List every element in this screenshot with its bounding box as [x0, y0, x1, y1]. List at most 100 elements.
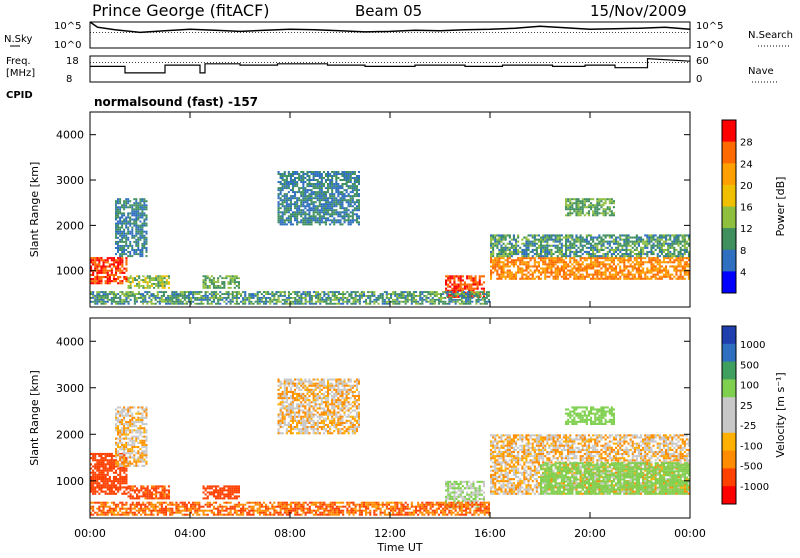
data-cell	[163, 291, 165, 293]
data-cell	[665, 255, 667, 257]
data-cell	[146, 448, 148, 450]
data-cell	[536, 249, 538, 251]
data-cell	[135, 206, 137, 208]
freq-tick-top: 18	[66, 56, 79, 67]
data-cell	[513, 239, 515, 241]
data-cell	[286, 175, 288, 177]
data-cell	[98, 472, 100, 474]
data-cell	[333, 213, 335, 215]
data-cell	[147, 495, 149, 497]
data-cell	[498, 263, 500, 265]
data-cell	[300, 181, 302, 183]
data-cell	[234, 279, 236, 281]
data-cell	[304, 199, 306, 201]
data-cell	[146, 415, 148, 417]
data-cell	[466, 288, 468, 290]
data-cell	[353, 301, 355, 303]
data-cell	[146, 247, 148, 249]
data-cell	[650, 247, 652, 249]
data-cell	[563, 255, 565, 257]
data-cell	[357, 299, 359, 301]
data-cell	[346, 179, 348, 181]
data-cell	[109, 478, 111, 480]
data-cell	[117, 486, 119, 488]
data-cell	[630, 245, 632, 247]
data-cell	[321, 215, 323, 217]
data-cell	[503, 237, 505, 239]
data-cell	[123, 452, 125, 454]
data-cell	[280, 175, 282, 177]
data-cell	[680, 257, 682, 259]
data-cell	[125, 452, 127, 454]
data-cell	[265, 293, 267, 295]
data-cell	[460, 288, 462, 290]
data-cell	[538, 276, 540, 278]
data-cell	[115, 272, 117, 274]
data-cell	[131, 425, 133, 427]
data-cell	[96, 259, 98, 261]
data-cell	[605, 200, 607, 202]
data-cell	[117, 241, 119, 243]
data-cell	[348, 293, 350, 295]
data-cell	[133, 456, 135, 458]
data-cell	[534, 263, 536, 265]
data-cell	[503, 270, 505, 272]
data-cell	[464, 288, 466, 290]
data-cell	[200, 295, 202, 297]
data-cell	[119, 474, 121, 476]
data-cell	[605, 259, 607, 261]
data-cell	[139, 206, 141, 208]
data-cell	[280, 293, 282, 295]
data-cell	[536, 265, 538, 267]
data-cell	[127, 450, 129, 452]
data-cell	[348, 201, 350, 203]
data-cell	[304, 181, 306, 183]
data-cell	[667, 257, 669, 259]
data-cell	[603, 257, 605, 259]
data-cell	[317, 179, 319, 181]
data-cell	[659, 251, 661, 253]
data-cell	[284, 301, 286, 303]
data-cell	[182, 303, 184, 305]
data-cell	[607, 208, 609, 210]
data-cell	[405, 301, 407, 303]
data-cell	[358, 183, 360, 185]
data-cell	[157, 281, 159, 283]
data-cell	[532, 251, 534, 253]
data-cell	[521, 259, 523, 261]
data-cell	[121, 301, 123, 303]
data-cell	[325, 203, 327, 205]
data-cell	[306, 219, 308, 221]
data-cell	[400, 295, 402, 297]
data-cell	[590, 206, 592, 208]
data-cell	[623, 261, 625, 263]
data-cell	[141, 198, 143, 200]
data-cell	[329, 187, 331, 189]
data-cell	[329, 213, 331, 215]
data-cell	[369, 299, 371, 301]
data-cell	[646, 276, 648, 278]
data-cell	[135, 461, 137, 463]
data-cell	[525, 255, 527, 257]
data-cell	[125, 413, 127, 415]
data-cell	[373, 293, 375, 295]
data-cell	[294, 299, 296, 301]
data-cell	[596, 270, 598, 272]
data-cell	[147, 277, 149, 279]
data-cell	[492, 251, 494, 253]
data-cell	[460, 281, 462, 283]
data-cell	[396, 299, 398, 301]
data-cell	[307, 291, 309, 293]
data-cell	[625, 274, 627, 276]
data-cell	[358, 215, 360, 217]
data-cell	[203, 285, 205, 287]
data-cell	[352, 195, 354, 197]
data-cell	[341, 197, 343, 199]
data-cell	[115, 243, 117, 245]
data-cell	[686, 251, 688, 253]
data-cell	[125, 295, 127, 297]
data-cell	[300, 213, 302, 215]
data-cell	[580, 257, 582, 259]
data-cell	[678, 261, 680, 263]
data-cell	[147, 281, 149, 283]
